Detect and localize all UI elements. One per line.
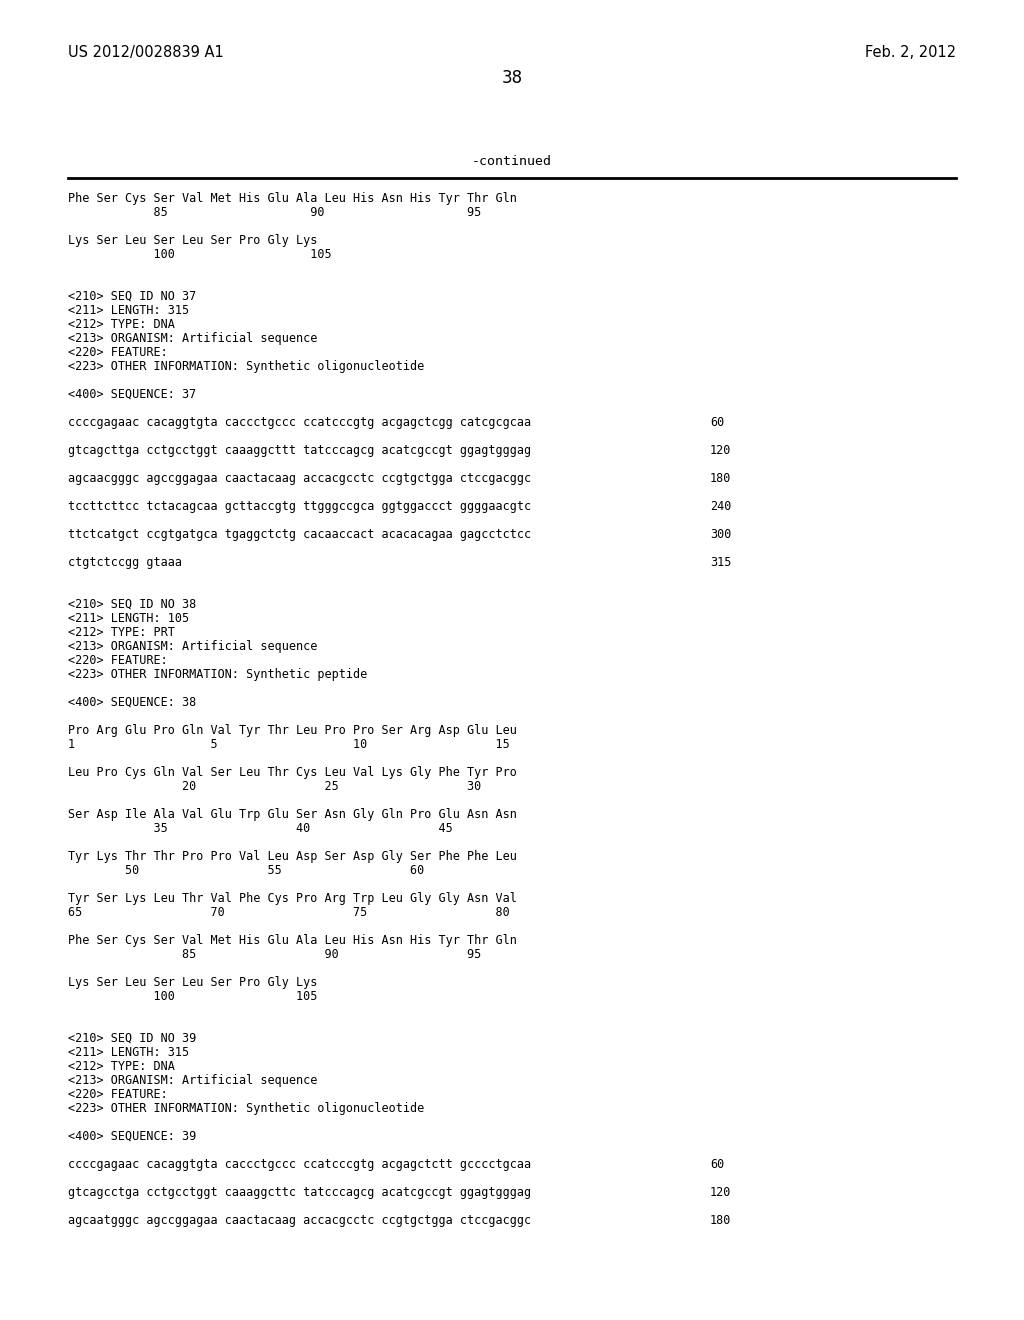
Text: 180: 180	[710, 1214, 731, 1228]
Text: <210> SEQ ID NO 37: <210> SEQ ID NO 37	[68, 290, 197, 304]
Text: agcaatgggc agccggagaa caactacaag accacgcctc ccgtgctgga ctccgacggc: agcaatgggc agccggagaa caactacaag accacgc…	[68, 1214, 531, 1228]
Text: 120: 120	[710, 1185, 731, 1199]
Text: Tyr Ser Lys Leu Thr Val Phe Cys Pro Arg Trp Leu Gly Gly Asn Val: Tyr Ser Lys Leu Thr Val Phe Cys Pro Arg …	[68, 892, 517, 906]
Text: <223> OTHER INFORMATION: Synthetic peptide: <223> OTHER INFORMATION: Synthetic pepti…	[68, 668, 368, 681]
Text: <211> LENGTH: 315: <211> LENGTH: 315	[68, 304, 189, 317]
Text: <223> OTHER INFORMATION: Synthetic oligonucleotide: <223> OTHER INFORMATION: Synthetic oligo…	[68, 360, 424, 374]
Text: 300: 300	[710, 528, 731, 541]
Text: ccccgagaac cacaggtgta caccctgccc ccatcccgtg acgagctcgg catcgcgcaa: ccccgagaac cacaggtgta caccctgccc ccatccc…	[68, 416, 531, 429]
Text: <210> SEQ ID NO 39: <210> SEQ ID NO 39	[68, 1032, 197, 1045]
Text: tccttcttcc tctacagcaa gcttaccgtg ttgggccgca ggtggaccct ggggaacgtc: tccttcttcc tctacagcaa gcttaccgtg ttgggcc…	[68, 500, 531, 513]
Text: <400> SEQUENCE: 39: <400> SEQUENCE: 39	[68, 1130, 197, 1143]
Text: 1                   5                   10                  15: 1 5 10 15	[68, 738, 510, 751]
Text: -continued: -continued	[472, 154, 552, 168]
Text: 50                  55                  60: 50 55 60	[68, 865, 424, 876]
Text: 100                   105: 100 105	[68, 248, 332, 261]
Text: gtcagcctga cctgcctggt caaaggcttc tatcccagcg acatcgccgt ggagtgggag: gtcagcctga cctgcctggt caaaggcttc tatccca…	[68, 1185, 531, 1199]
Text: 100                 105: 100 105	[68, 990, 317, 1003]
Text: <213> ORGANISM: Artificial sequence: <213> ORGANISM: Artificial sequence	[68, 1074, 317, 1086]
Text: <212> TYPE: DNA: <212> TYPE: DNA	[68, 318, 175, 331]
Text: Phe Ser Cys Ser Val Met His Glu Ala Leu His Asn His Tyr Thr Gln: Phe Ser Cys Ser Val Met His Glu Ala Leu …	[68, 191, 517, 205]
Text: US 2012/0028839 A1: US 2012/0028839 A1	[68, 45, 224, 59]
Text: <220> FEATURE:: <220> FEATURE:	[68, 1088, 168, 1101]
Text: <213> ORGANISM: Artificial sequence: <213> ORGANISM: Artificial sequence	[68, 640, 317, 653]
Text: 65                  70                  75                  80: 65 70 75 80	[68, 906, 510, 919]
Text: <400> SEQUENCE: 37: <400> SEQUENCE: 37	[68, 388, 197, 401]
Text: Lys Ser Leu Ser Leu Ser Pro Gly Lys: Lys Ser Leu Ser Leu Ser Pro Gly Lys	[68, 975, 317, 989]
Text: 20                  25                  30: 20 25 30	[68, 780, 481, 793]
Text: Ser Asp Ile Ala Val Glu Trp Glu Ser Asn Gly Gln Pro Glu Asn Asn: Ser Asp Ile Ala Val Glu Trp Glu Ser Asn …	[68, 808, 517, 821]
Text: ccccgagaac cacaggtgta caccctgccc ccatcccgtg acgagctctt gcccctgcaa: ccccgagaac cacaggtgta caccctgccc ccatccc…	[68, 1158, 531, 1171]
Text: 38: 38	[502, 69, 522, 87]
Text: <212> TYPE: PRT: <212> TYPE: PRT	[68, 626, 175, 639]
Text: <212> TYPE: DNA: <212> TYPE: DNA	[68, 1060, 175, 1073]
Text: ttctcatgct ccgtgatgca tgaggctctg cacaaccact acacacagaa gagcctctcc: ttctcatgct ccgtgatgca tgaggctctg cacaacc…	[68, 528, 531, 541]
Text: <220> FEATURE:: <220> FEATURE:	[68, 346, 168, 359]
Text: Lys Ser Leu Ser Leu Ser Pro Gly Lys: Lys Ser Leu Ser Leu Ser Pro Gly Lys	[68, 234, 317, 247]
Text: Feb. 2, 2012: Feb. 2, 2012	[865, 45, 956, 59]
Text: <400> SEQUENCE: 38: <400> SEQUENCE: 38	[68, 696, 197, 709]
Text: <210> SEQ ID NO 38: <210> SEQ ID NO 38	[68, 598, 197, 611]
Text: <211> LENGTH: 105: <211> LENGTH: 105	[68, 612, 189, 624]
Text: Tyr Lys Thr Thr Pro Pro Val Leu Asp Ser Asp Gly Ser Phe Phe Leu: Tyr Lys Thr Thr Pro Pro Val Leu Asp Ser …	[68, 850, 517, 863]
Text: 60: 60	[710, 1158, 724, 1171]
Text: agcaacgggc agccggagaa caactacaag accacgcctc ccgtgctgga ctccgacggc: agcaacgggc agccggagaa caactacaag accacgc…	[68, 473, 531, 484]
Text: Leu Pro Cys Gln Val Ser Leu Thr Cys Leu Val Lys Gly Phe Tyr Pro: Leu Pro Cys Gln Val Ser Leu Thr Cys Leu …	[68, 766, 517, 779]
Text: 85                  90                  95: 85 90 95	[68, 948, 481, 961]
Text: 180: 180	[710, 473, 731, 484]
Text: 85                    90                    95: 85 90 95	[68, 206, 481, 219]
Text: <211> LENGTH: 315: <211> LENGTH: 315	[68, 1045, 189, 1059]
Text: 120: 120	[710, 444, 731, 457]
Text: 35                  40                  45: 35 40 45	[68, 822, 453, 836]
Text: 60: 60	[710, 416, 724, 429]
Text: 315: 315	[710, 556, 731, 569]
Text: <213> ORGANISM: Artificial sequence: <213> ORGANISM: Artificial sequence	[68, 333, 317, 345]
Text: <223> OTHER INFORMATION: Synthetic oligonucleotide: <223> OTHER INFORMATION: Synthetic oligo…	[68, 1102, 424, 1115]
Text: ctgtctccgg gtaaa: ctgtctccgg gtaaa	[68, 556, 182, 569]
Text: gtcagcttga cctgcctggt caaaggcttt tatcccagcg acatcgccgt ggagtgggag: gtcagcttga cctgcctggt caaaggcttt tatccca…	[68, 444, 531, 457]
Text: Pro Arg Glu Pro Gln Val Tyr Thr Leu Pro Pro Ser Arg Asp Glu Leu: Pro Arg Glu Pro Gln Val Tyr Thr Leu Pro …	[68, 723, 517, 737]
Text: Phe Ser Cys Ser Val Met His Glu Ala Leu His Asn His Tyr Thr Gln: Phe Ser Cys Ser Val Met His Glu Ala Leu …	[68, 935, 517, 946]
Text: 240: 240	[710, 500, 731, 513]
Text: <220> FEATURE:: <220> FEATURE:	[68, 653, 168, 667]
